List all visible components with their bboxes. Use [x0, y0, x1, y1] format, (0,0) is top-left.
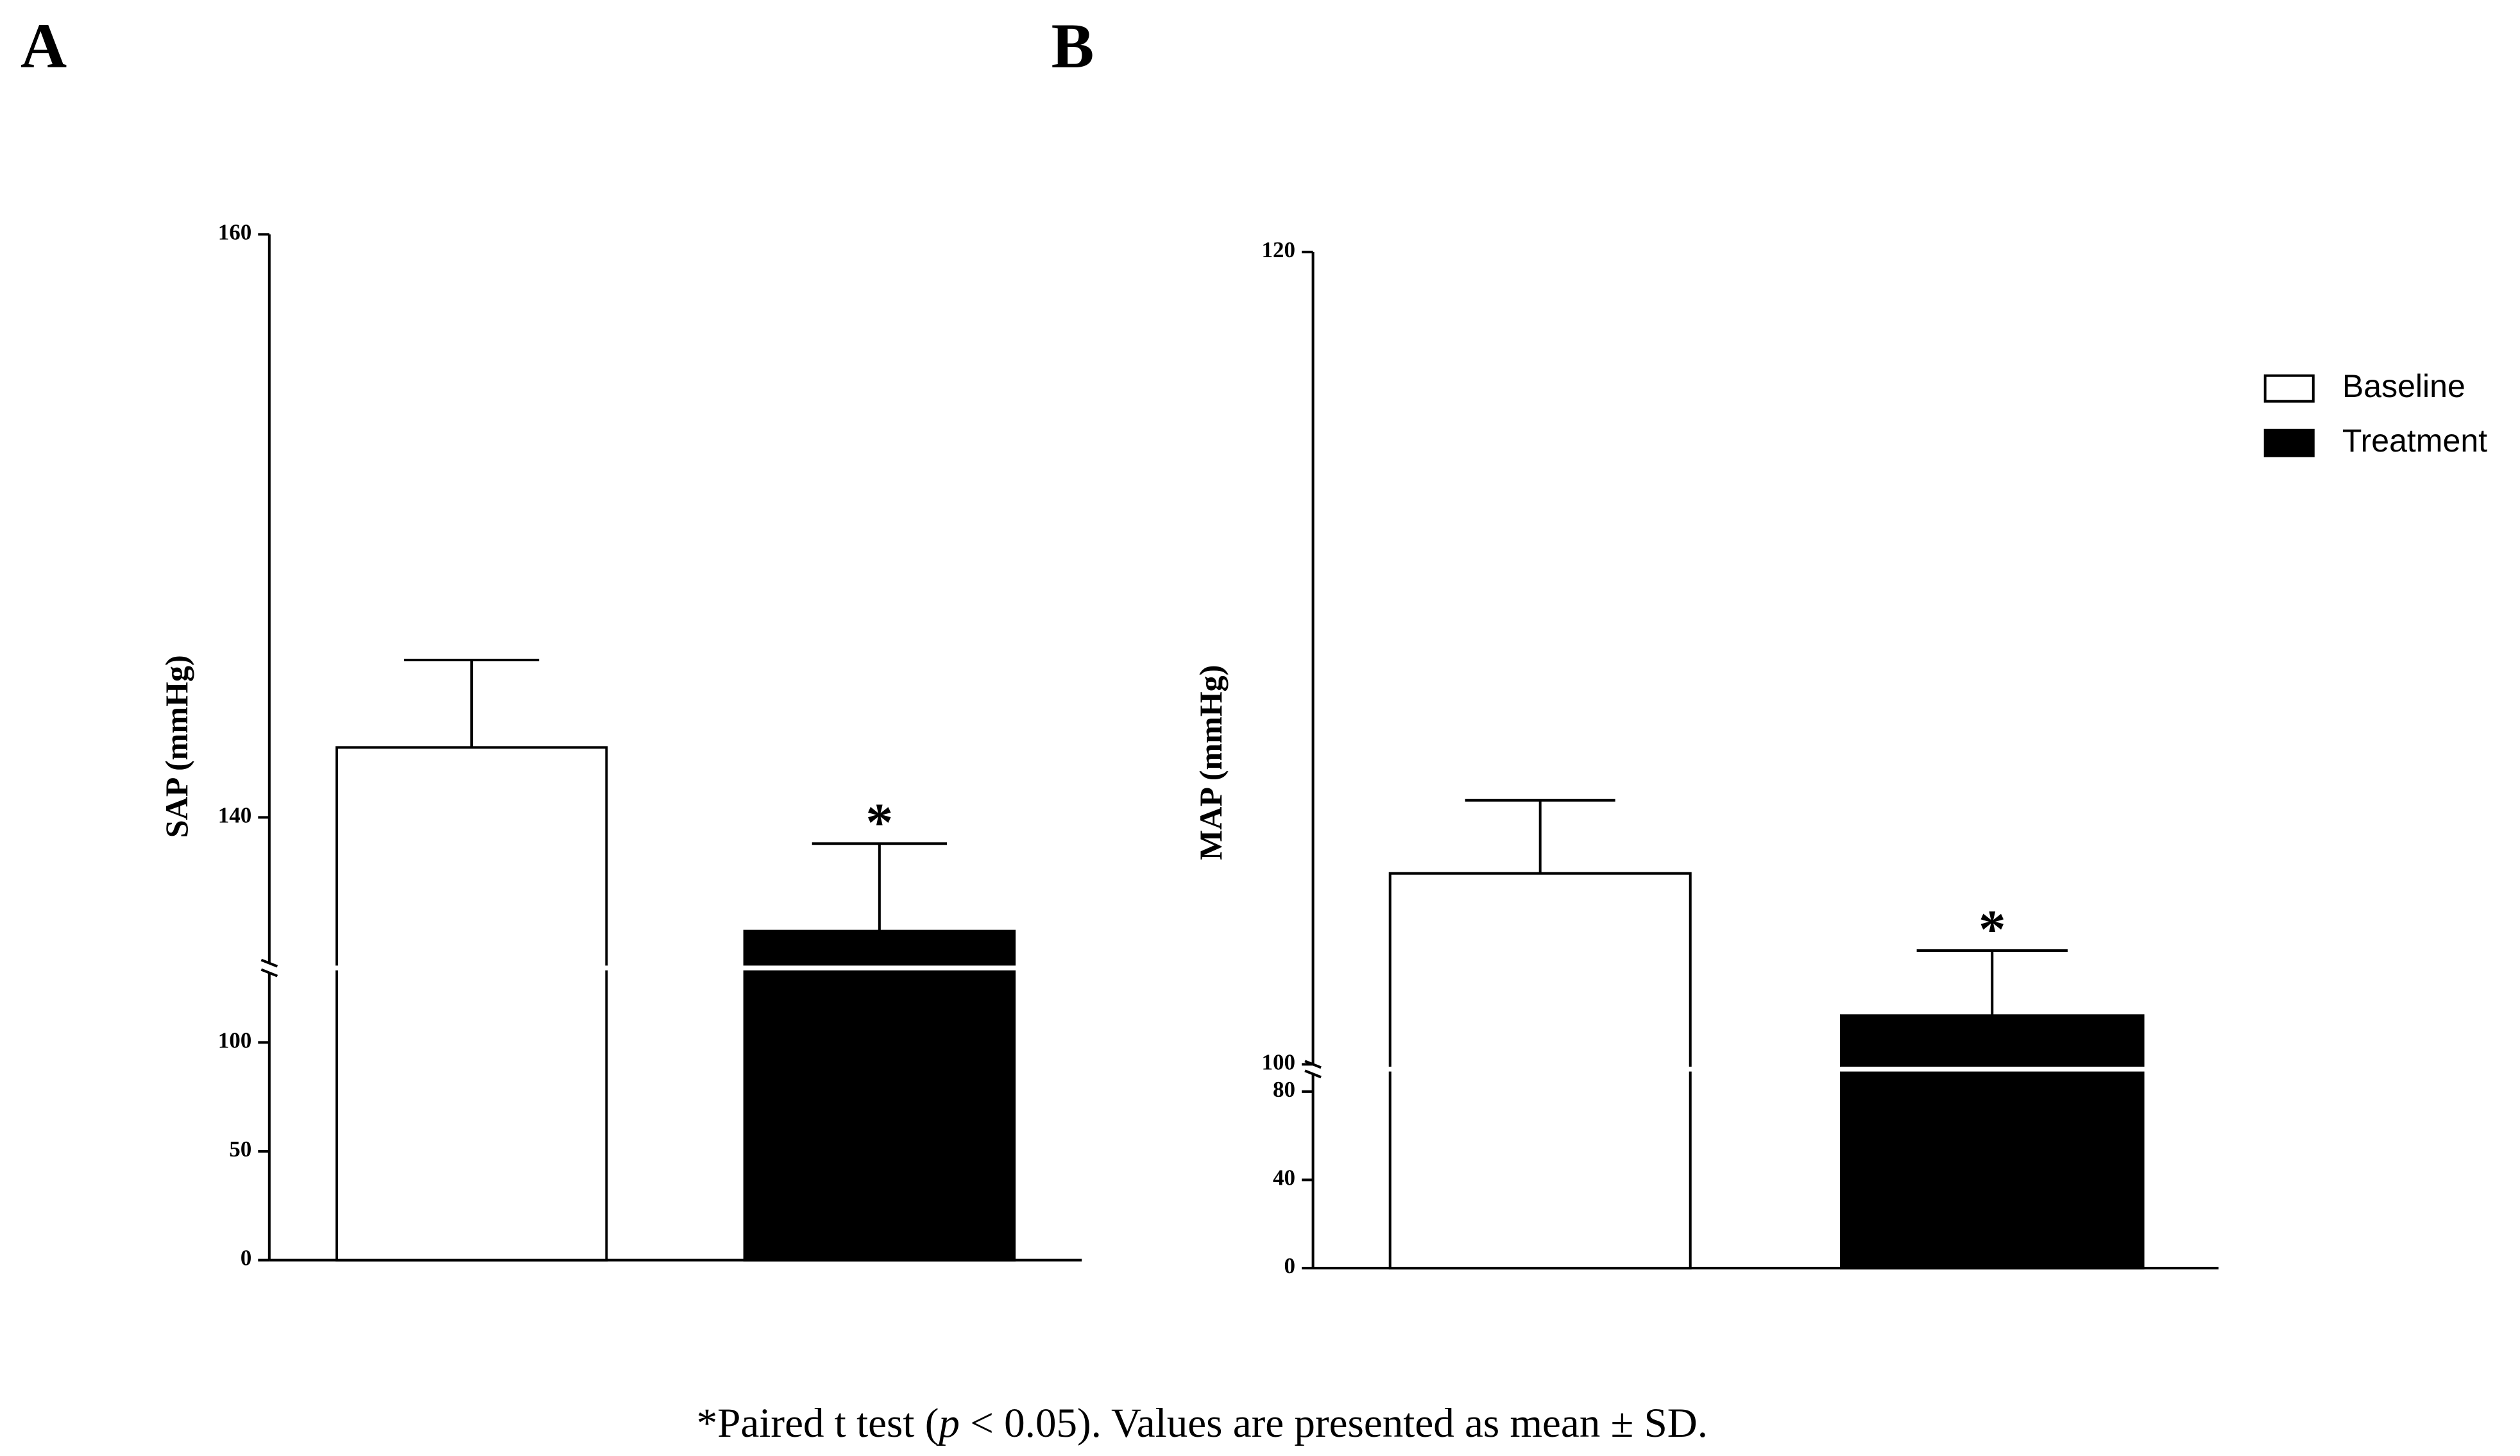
bar — [743, 929, 1016, 1262]
footnote: *Paired t test (p < 0.05). Values are pr… — [697, 1400, 1708, 1446]
bar — [1839, 1014, 2145, 1270]
significance-mark: * — [866, 792, 894, 852]
bar — [335, 746, 608, 1262]
bar-break — [1837, 1067, 2147, 1072]
bar-break — [1386, 1067, 1694, 1072]
legend-swatch — [2263, 374, 2315, 403]
legend-label: Baseline — [2342, 368, 2465, 404]
footnote-part: < 0.05). Values are presented as mean ± … — [960, 1400, 1708, 1446]
y-tick-label: 80 — [1273, 1077, 1295, 1102]
y-tick-label: 50 — [229, 1137, 251, 1162]
bar-break — [333, 965, 610, 970]
footnote-part: p — [936, 1400, 960, 1446]
footnote-part: *Paired t test ( — [697, 1400, 939, 1446]
y-axis-label: MAP (mmHg) — [1193, 665, 1229, 860]
legend-swatch — [2263, 428, 2315, 457]
axis-break — [1304, 1069, 1322, 1079]
y-axis-label: SAP (mmHg) — [158, 655, 194, 838]
y-tick-label: 100 — [1262, 1049, 1296, 1074]
y-tick-label: 120 — [1262, 237, 1296, 262]
y-tick-label: 0 — [1284, 1253, 1296, 1278]
y-tick-label: 40 — [1273, 1165, 1295, 1190]
axis-break — [260, 968, 278, 978]
significance-mark: * — [1979, 899, 2006, 960]
panel-label: A — [21, 10, 67, 81]
axis-break — [260, 958, 278, 968]
y-tick-label: 100 — [218, 1028, 252, 1053]
y-tick-label: 0 — [241, 1246, 252, 1271]
y-tick-label: 160 — [218, 219, 252, 244]
y-tick-label: 140 — [218, 802, 252, 827]
panel-label: B — [1051, 10, 1094, 81]
bar-break — [741, 965, 1018, 970]
legend-label: Treatment — [2342, 423, 2487, 459]
